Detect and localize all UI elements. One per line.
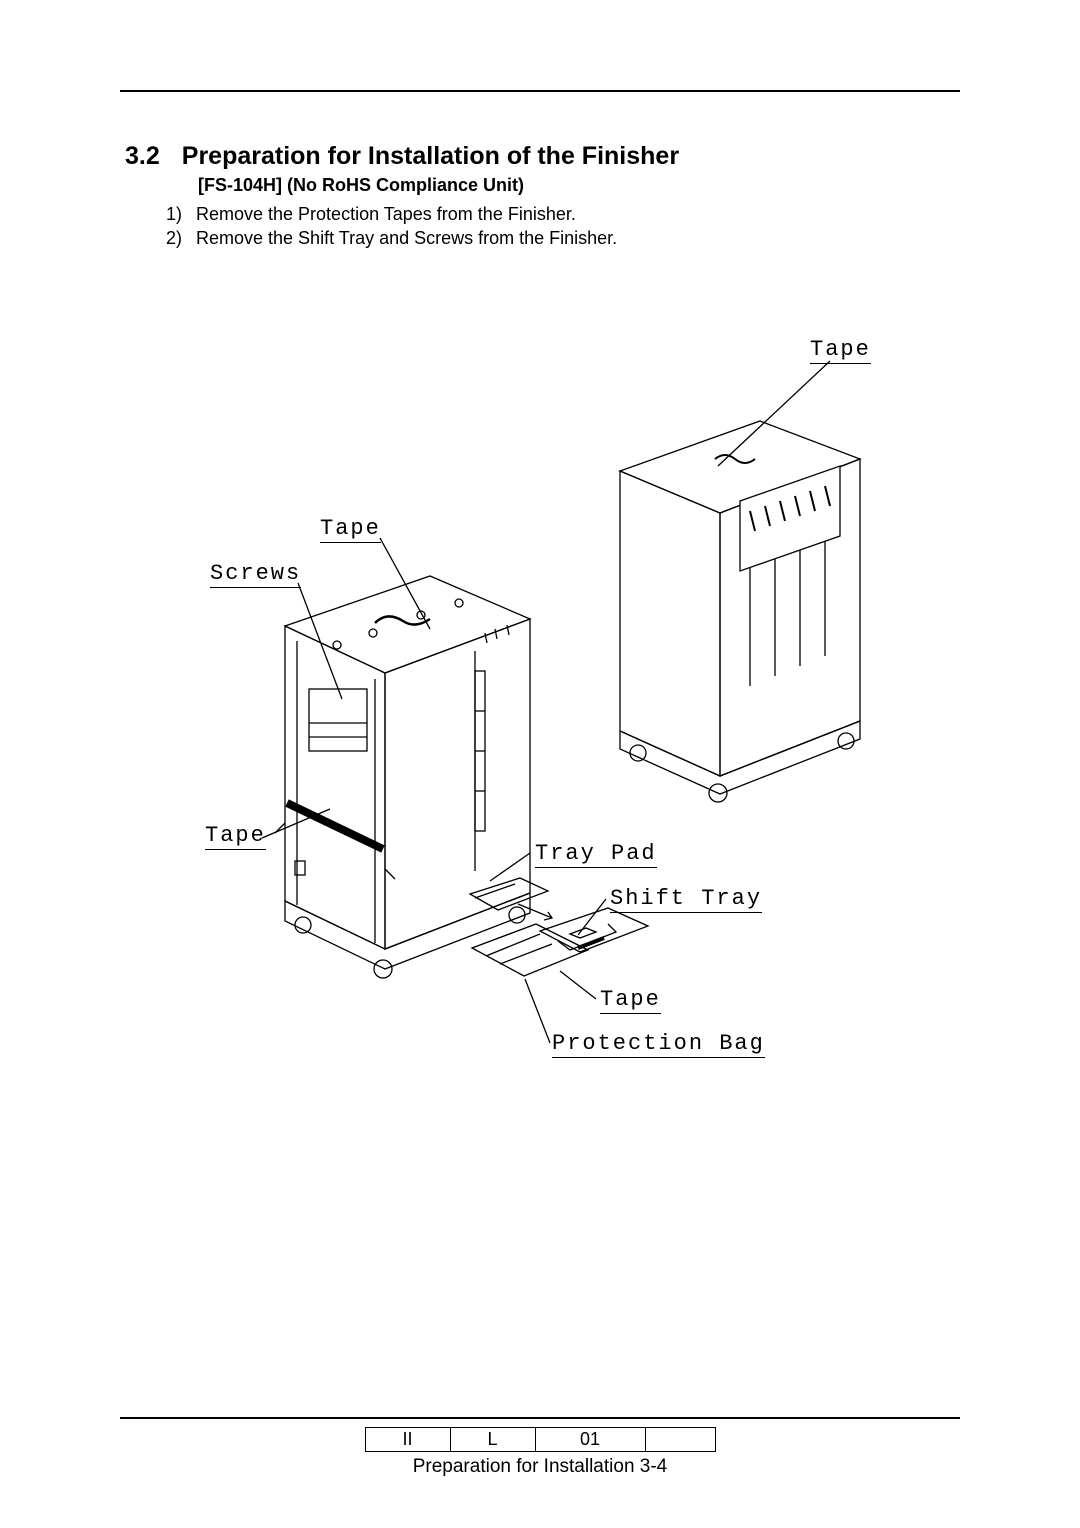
step-number: 1) <box>158 202 182 226</box>
finisher-diagram <box>130 331 950 1131</box>
step-number: 2) <box>158 226 182 250</box>
step-2: 2) Remove the Shift Tray and Screws from… <box>158 226 960 250</box>
rev-cell <box>645 1428 715 1452</box>
table-row: II L 01 <box>365 1428 715 1452</box>
section-heading: 3.2 Preparation for Installation of the … <box>125 142 960 171</box>
rev-cell: II <box>365 1428 450 1452</box>
step-text: Remove the Protection Tapes from the Fin… <box>196 202 576 226</box>
bottom-rule <box>120 1417 960 1419</box>
section-number: 3.2 <box>125 142 160 171</box>
section-title: Preparation for Installation of the Fini… <box>182 142 679 171</box>
rev-cell: 01 <box>535 1428 645 1452</box>
revision-table: II L 01 <box>365 1427 716 1452</box>
step-1: 1) Remove the Protection Tapes from the … <box>158 202 960 226</box>
footer: II L 01 Preparation for Installation 3-4 <box>120 1417 960 1478</box>
figure: Tape Tape Screws Tape Tray Pad Shift Tra… <box>130 331 950 1131</box>
section-subtitle: [FS-104H] (No RoHS Compliance Unit) <box>198 175 960 196</box>
top-rule <box>120 90 960 92</box>
rev-cell: L <box>450 1428 535 1452</box>
footer-caption: Preparation for Installation 3-4 <box>120 1456 960 1478</box>
step-text: Remove the Shift Tray and Screws from th… <box>196 226 617 250</box>
